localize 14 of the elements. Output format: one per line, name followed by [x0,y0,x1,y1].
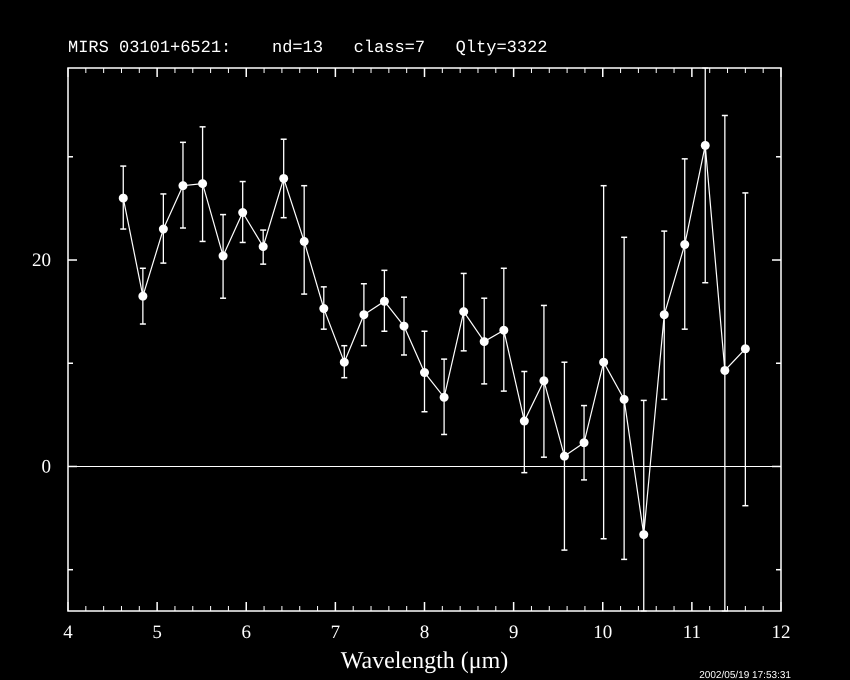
x-tick-label: 4 [63,622,74,643]
chart-title: MIRS 03101+6521: nd=13 class=7 Qlty=3322 [68,39,548,58]
x-axis-title: Wavelength (μm) [340,648,508,674]
x-tick-label: 11 [682,622,702,643]
text: 2002/05/19 17:53:31 [699,670,792,680]
x-tick-label: 6 [242,622,251,643]
x-tick-label: 12 [772,622,790,643]
x-tick-label: 8 [420,622,430,643]
y-tick-label: 20 [32,250,51,272]
x-tick-label: 10 [593,622,612,643]
x-tick-label: 5 [152,622,162,643]
y-tick-label: 0 [42,456,51,478]
x-tick-label: 9 [508,622,518,643]
x-tick-label: 7 [330,622,340,643]
